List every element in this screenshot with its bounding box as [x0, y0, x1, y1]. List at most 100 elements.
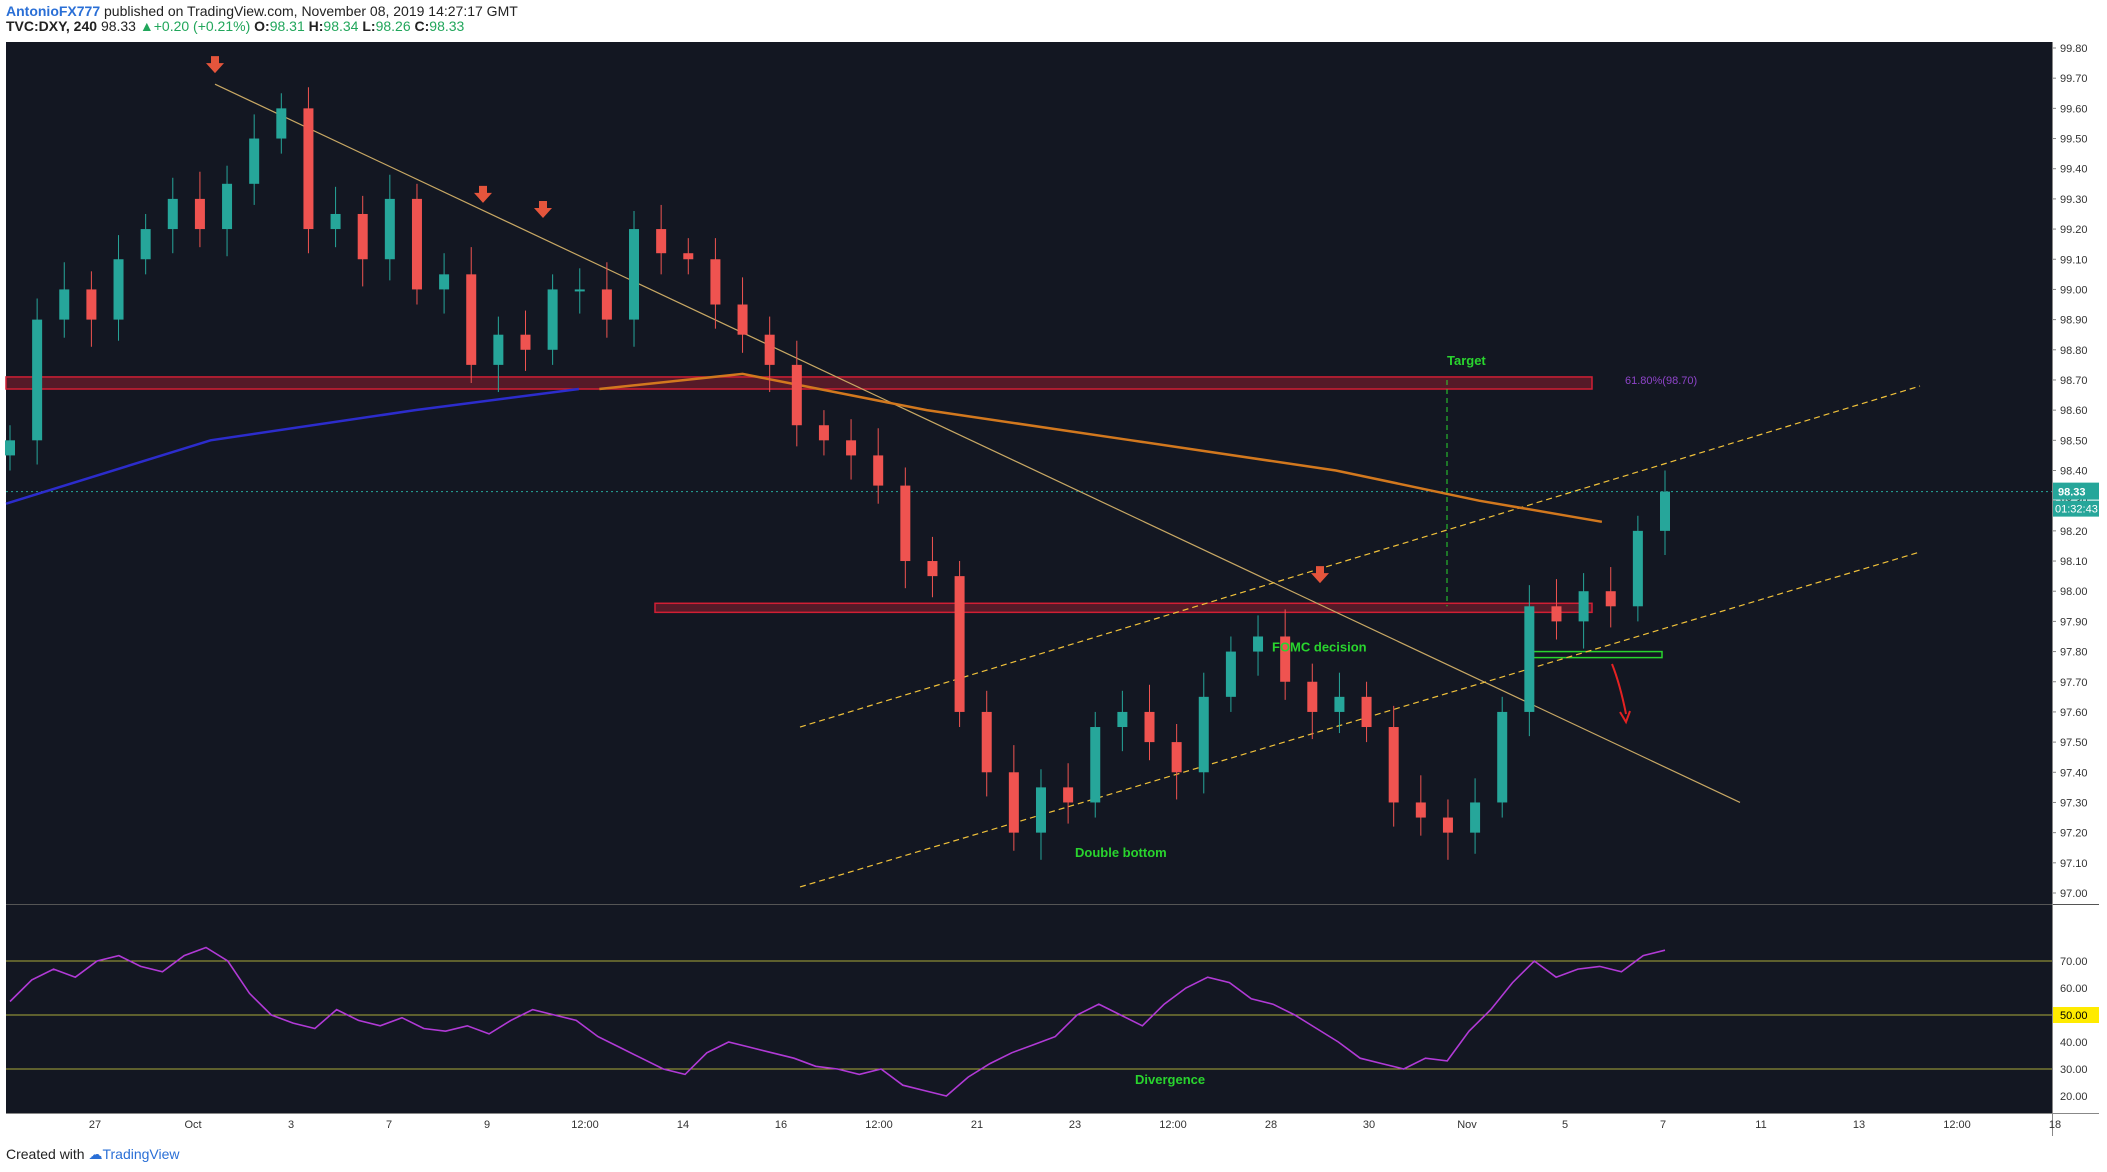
price-tick-label: 97.40	[2060, 767, 2088, 779]
price-tick-label: 99.10	[2060, 254, 2088, 266]
publish-info: published on TradingView.com, November 0…	[104, 3, 518, 19]
candle-body	[1144, 711, 1155, 743]
candle-body	[1578, 591, 1589, 622]
candle-body	[222, 183, 233, 230]
price-tick-label: 99.20	[2060, 224, 2088, 236]
last-price-badge	[2053, 482, 2099, 500]
rsi-tick-label: 20.00	[2060, 1091, 2088, 1103]
candle-body	[493, 334, 504, 365]
down-arrow-icon	[206, 56, 224, 74]
moving-average-short	[599, 372, 1603, 524]
publish-line: AntonioFX777 published on TradingView.co…	[6, 3, 518, 19]
candle-body	[194, 198, 205, 230]
price-tick-label: 99.50	[2060, 134, 2088, 146]
time-tick-label: 13	[1853, 1119, 1865, 1131]
candle-body	[1035, 787, 1046, 833]
low-value: 98.26	[375, 18, 411, 34]
candle-body	[1307, 681, 1318, 712]
price-change: +0.20 (+0.21%)	[153, 18, 251, 34]
price-tick-label: 97.50	[2060, 737, 2088, 749]
time-tick-label: 9	[484, 1119, 490, 1131]
candle-body	[737, 304, 748, 335]
red-arrowhead-icon	[1619, 710, 1631, 725]
rsi-tick-label: 70.00	[2060, 956, 2088, 968]
candle-body	[59, 289, 70, 320]
down-arrow-icon	[474, 185, 492, 203]
time-tick-label: 7	[1660, 1119, 1666, 1131]
candle-body	[1063, 787, 1074, 803]
time-tick-label: 5	[1562, 1119, 1568, 1131]
zone-1	[654, 602, 1593, 614]
candle-body	[629, 229, 640, 320]
time-tick-label: Oct	[184, 1119, 201, 1131]
candle-body	[384, 198, 395, 260]
candle-body	[1090, 727, 1101, 803]
candle-body	[1280, 636, 1291, 682]
rsi-mid-label: 50.00	[2060, 1010, 2088, 1022]
author-link[interactable]: AntonioFX777	[6, 3, 101, 19]
candle-body	[900, 485, 911, 562]
candle-body	[1605, 591, 1616, 607]
tradingview-link[interactable]: TradingView	[102, 1146, 180, 1162]
candle-body	[1415, 802, 1426, 818]
price-tick-label: 98.10	[2060, 556, 2088, 568]
price-tick-label: 99.70	[2060, 73, 2088, 85]
channel-upper-line	[799, 385, 1921, 728]
time-tick-label: 14	[677, 1119, 689, 1131]
price-tick-label: 98.70	[2060, 375, 2088, 387]
up-arrow-icon: ▲	[139, 18, 154, 34]
high-value: 98.34	[323, 18, 359, 34]
price-tick-label: 99.40	[2060, 164, 2088, 176]
rsi-pane	[6, 905, 2052, 1113]
price-tick-label: 98.80	[2060, 345, 2088, 357]
fomc-label: FOMC decision	[1272, 640, 1367, 655]
candle-body	[1470, 802, 1481, 833]
candle-body	[1171, 742, 1182, 773]
candle-body	[1334, 696, 1345, 712]
double-bottom-label: Double bottom	[1075, 845, 1167, 860]
symbol-label: TVC:DXY, 240	[6, 18, 98, 34]
time-tick-label: 3	[288, 1119, 294, 1131]
price-tick-label: 98.50	[2060, 435, 2088, 447]
price-tick-label: 97.20	[2060, 828, 2088, 840]
price-tick-label: 98.90	[2060, 315, 2088, 327]
candle-body	[5, 440, 15, 456]
rsi-tick-label: 60.00	[2060, 983, 2088, 995]
created-with-label: Created with	[6, 1146, 85, 1162]
candle-body	[357, 213, 368, 260]
candle-body	[981, 711, 992, 773]
last-price: 98.33	[100, 18, 136, 34]
candle-body	[601, 289, 612, 320]
price-pane	[6, 42, 2052, 904]
price-tick-label: 97.10	[2060, 858, 2088, 870]
candle-body	[1225, 651, 1236, 697]
candle-body	[1524, 606, 1535, 712]
time-tick-label: 12:00	[1159, 1119, 1187, 1131]
candle-body	[330, 213, 341, 230]
candle-body	[574, 289, 585, 292]
candle-body	[466, 274, 477, 365]
price-tick-label: 97.00	[2060, 888, 2088, 900]
candle-body	[1198, 696, 1209, 773]
rsi-line	[9, 946, 1666, 1097]
time-tick-label: 21	[971, 1119, 983, 1131]
candle-body	[249, 138, 260, 184]
candle-body	[791, 364, 802, 426]
tradingview-logo-icon: ☁	[88, 1146, 103, 1162]
time-tick-label: Nov	[1457, 1119, 1477, 1131]
price-tick-label: 98.00	[2060, 586, 2088, 598]
footer: Created with ☁TradingView	[6, 1146, 180, 1163]
moving-average-long	[5, 387, 580, 505]
price-tick-label: 99.80	[2060, 43, 2088, 55]
candle-body	[520, 334, 531, 350]
down-arrow-icon	[1311, 566, 1329, 584]
price-tick-label: 99.00	[2060, 284, 2088, 296]
candle-body	[86, 289, 97, 320]
candle-body	[656, 229, 667, 254]
candle-body	[1253, 636, 1264, 652]
candle-body	[818, 425, 829, 441]
symbol-line: TVC:DXY, 240 98.33 ▲+0.20 (+0.21%) O:98.…	[6, 18, 464, 34]
close-label: C:	[414, 18, 430, 34]
time-tick-label: 27	[89, 1119, 101, 1131]
